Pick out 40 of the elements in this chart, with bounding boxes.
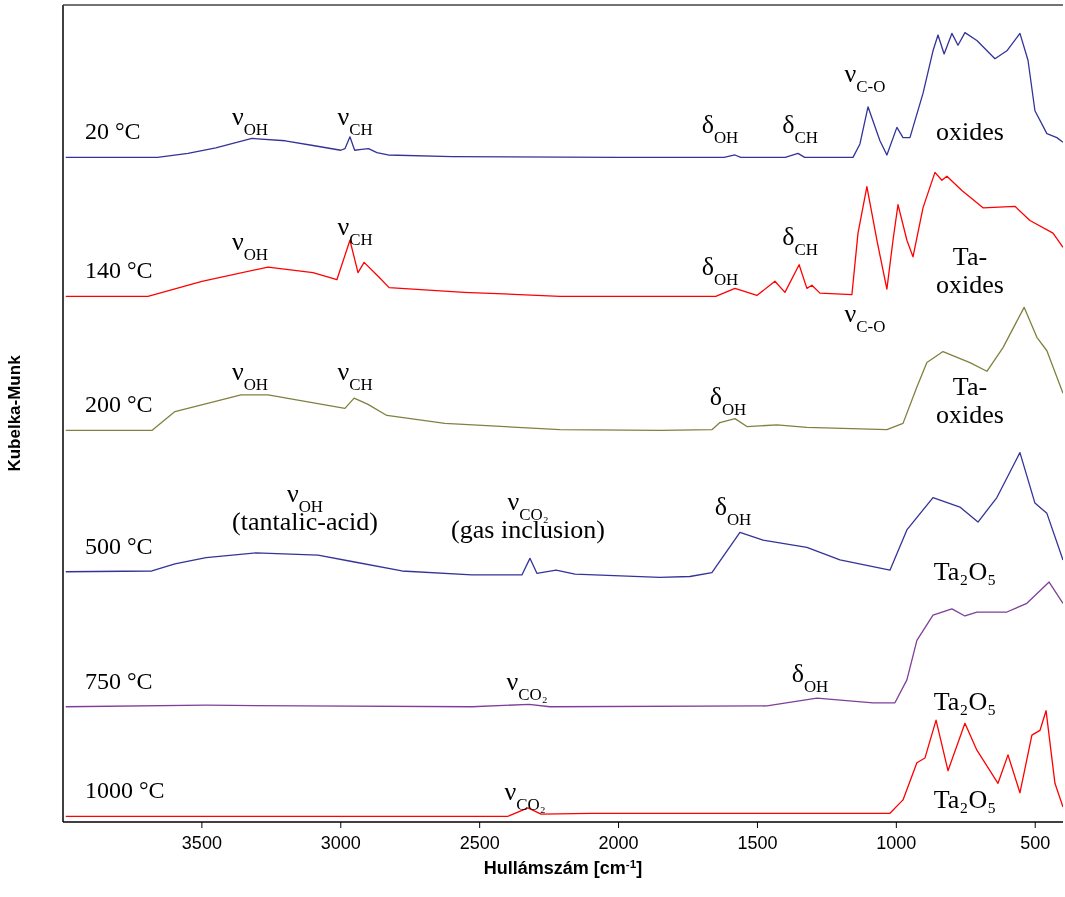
annotation: ν$_{OH}$: [231, 102, 269, 139]
annotation: δ$_{OH}$: [701, 252, 739, 289]
y-axis-title: Kubelka-Munk: [5, 354, 24, 472]
annotation: ν$_{CO₂}$: [504, 777, 546, 814]
annotation: ν$_{CO₂}$: [506, 667, 548, 704]
annotation: Ta₂O₅: [933, 785, 997, 814]
x-tick-label: 1000: [876, 833, 917, 853]
annotation: ν$_{CH}$: [337, 102, 373, 139]
annotation: ν$_{OH}$: [231, 357, 269, 394]
series-label: 750 °C: [85, 667, 153, 694]
series-label: 20 °C: [85, 118, 141, 145]
x-tick-label: 3000: [320, 833, 361, 853]
series-label: 500 °C: [85, 532, 153, 559]
annotation: δ$_{CH}$: [782, 222, 818, 259]
series-label: 1000 °C: [85, 777, 165, 804]
annotation: ν$_{OH}$: [231, 227, 269, 264]
annotation: ν$_{CH}$: [337, 357, 373, 394]
annotation: ν$_{CH}$: [337, 212, 373, 249]
series-label: 140 °C: [85, 257, 153, 284]
x-axis-title: Hullámszám [cm$^{-1}$]: [483, 856, 643, 878]
annotation: oxides: [936, 117, 1004, 146]
annotation: Ta- oxides: [936, 242, 1004, 299]
annotation: ν$_{CO₂}$ (gas inclusion): [451, 487, 605, 544]
annotation: ν$_{C-O}$: [844, 299, 886, 336]
x-tick-label: 2500: [459, 833, 500, 853]
annotation: δ$_{OH}$: [791, 659, 829, 696]
x-tick-label: 2000: [598, 833, 639, 853]
x-tick-label: 500: [1020, 833, 1051, 853]
annotation: Ta- oxides: [936, 372, 1004, 429]
annotation: Ta₂O₅: [933, 557, 997, 586]
annotation: Ta₂O₅: [933, 687, 997, 716]
annotation: ν$_{OH}$ (tantalic-acid): [232, 479, 378, 536]
annotation: δ$_{OH}$: [714, 492, 752, 529]
x-tick-label: 3500: [181, 833, 222, 853]
annotation: δ$_{OH}$: [701, 110, 739, 147]
series-label: 200 °C: [85, 391, 153, 418]
x-tick-label: 1500: [737, 833, 778, 853]
annotation: δ$_{OH}$: [709, 382, 747, 419]
annotation: ν$_{C-O}$: [844, 59, 886, 96]
annotation: δ$_{CH}$: [782, 110, 818, 147]
